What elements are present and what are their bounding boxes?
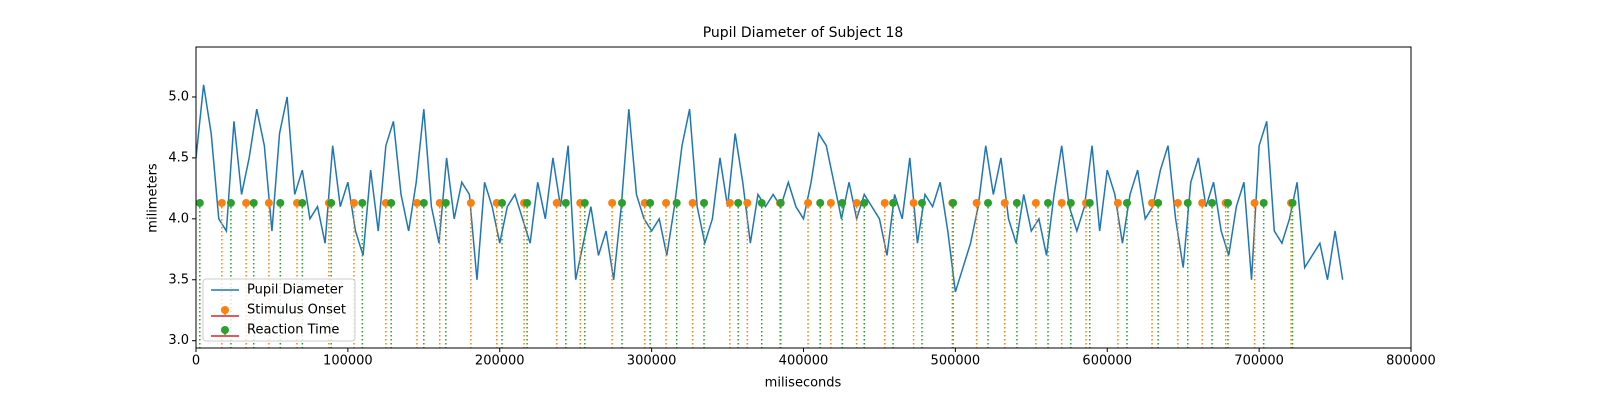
stem-marker bbox=[1288, 198, 1297, 207]
y-tick-label: 4.5 bbox=[168, 150, 189, 165]
stem-marker bbox=[441, 198, 450, 207]
stem-marker bbox=[949, 198, 958, 207]
stem-marker bbox=[412, 198, 421, 207]
legend-marker bbox=[221, 306, 229, 314]
y-tick-label: 4.0 bbox=[168, 211, 189, 226]
stem-marker bbox=[580, 198, 589, 207]
stem-marker bbox=[358, 198, 367, 207]
stem-marker bbox=[776, 198, 785, 207]
stem-marker bbox=[196, 198, 204, 207]
legend-label: Reaction Time bbox=[247, 323, 339, 338]
stem-marker bbox=[276, 198, 285, 207]
stem-marker bbox=[1066, 198, 1075, 207]
stem-marker bbox=[917, 198, 926, 207]
stem-marker bbox=[826, 198, 835, 207]
stem-marker bbox=[909, 198, 918, 207]
stem-marker bbox=[662, 198, 671, 207]
legend-label: Pupil Diameter bbox=[247, 283, 344, 298]
stem-marker bbox=[743, 198, 752, 207]
stem-marker bbox=[646, 198, 655, 207]
stem-marker bbox=[327, 198, 336, 207]
stem-marker bbox=[838, 198, 847, 207]
legend-marker bbox=[221, 326, 229, 334]
stem-marker bbox=[1000, 198, 1009, 207]
stem-marker bbox=[816, 198, 825, 207]
x-tick-label: 500000 bbox=[931, 354, 981, 369]
x-tick-label: 700000 bbox=[1234, 354, 1284, 369]
stem-marker bbox=[852, 198, 861, 207]
stem-marker bbox=[242, 198, 251, 207]
stem-marker bbox=[889, 198, 898, 207]
stem-marker bbox=[608, 198, 617, 207]
stem-marker bbox=[1154, 198, 1163, 207]
stem-marker bbox=[1057, 198, 1066, 207]
stem-marker bbox=[498, 198, 507, 207]
stem-marker bbox=[298, 198, 307, 207]
stem-marker bbox=[1259, 198, 1268, 207]
stem-marker bbox=[880, 198, 889, 207]
stem-marker bbox=[435, 198, 444, 207]
stem-marker bbox=[1223, 198, 1232, 207]
stem-marker bbox=[984, 198, 993, 207]
stem-marker bbox=[1173, 198, 1182, 207]
stem-marker bbox=[672, 198, 681, 207]
stem-marker bbox=[217, 198, 226, 207]
stem-marker bbox=[1122, 198, 1131, 207]
stem-marker bbox=[725, 198, 734, 207]
x-tick-label: 200000 bbox=[475, 354, 525, 369]
x-tick-label: 0 bbox=[192, 354, 200, 369]
stem-marker bbox=[1113, 198, 1122, 207]
stem-marker bbox=[387, 198, 396, 207]
plot-area bbox=[196, 84, 1344, 348]
x-tick-label: 800000 bbox=[1386, 354, 1436, 369]
stem-marker bbox=[804, 198, 813, 207]
x-tick-label: 300000 bbox=[627, 354, 677, 369]
stem-marker bbox=[419, 198, 428, 207]
legend-box bbox=[202, 278, 356, 342]
chart-title: Pupil Diameter of Subject 18 bbox=[703, 25, 904, 41]
stem-marker bbox=[1198, 198, 1207, 207]
stem-marker bbox=[1183, 198, 1192, 207]
y-tick-label: 3.5 bbox=[168, 272, 189, 287]
stem-marker bbox=[972, 198, 981, 207]
stem-marker bbox=[226, 198, 235, 207]
stem-marker bbox=[1031, 198, 1040, 207]
stem-marker bbox=[757, 198, 766, 207]
stem-marker bbox=[552, 198, 561, 207]
stem-marker bbox=[1012, 198, 1021, 207]
x-tick-label: 400000 bbox=[779, 354, 829, 369]
y-tick-label: 3.0 bbox=[168, 333, 189, 348]
x-axis-label: miliseconds bbox=[765, 376, 842, 391]
y-axis-label: milimeters bbox=[146, 163, 161, 233]
stem-marker bbox=[1044, 198, 1053, 207]
stem-marker bbox=[1148, 198, 1157, 207]
stem-marker bbox=[523, 198, 532, 207]
plot-frame bbox=[195, 46, 1412, 349]
stem-marker bbox=[1208, 198, 1217, 207]
stem-marker bbox=[349, 198, 358, 207]
legend-label: Stimulus Onset bbox=[247, 303, 346, 318]
y-tick-label: 5.0 bbox=[168, 89, 189, 104]
stem-marker bbox=[734, 198, 743, 207]
stem-marker bbox=[249, 198, 258, 207]
stem-marker bbox=[618, 198, 627, 207]
stem-marker bbox=[700, 198, 709, 207]
stem-marker bbox=[1250, 198, 1259, 207]
x-tick-label: 600000 bbox=[1082, 354, 1132, 369]
pupil-line bbox=[196, 84, 1344, 293]
stem-marker bbox=[561, 198, 570, 207]
stem-marker bbox=[1085, 198, 1094, 207]
stem-marker bbox=[466, 198, 475, 207]
stem-marker bbox=[860, 198, 869, 207]
x-tick-label: 100000 bbox=[323, 354, 373, 369]
stem-marker bbox=[264, 198, 273, 207]
stem-marker bbox=[688, 198, 697, 207]
